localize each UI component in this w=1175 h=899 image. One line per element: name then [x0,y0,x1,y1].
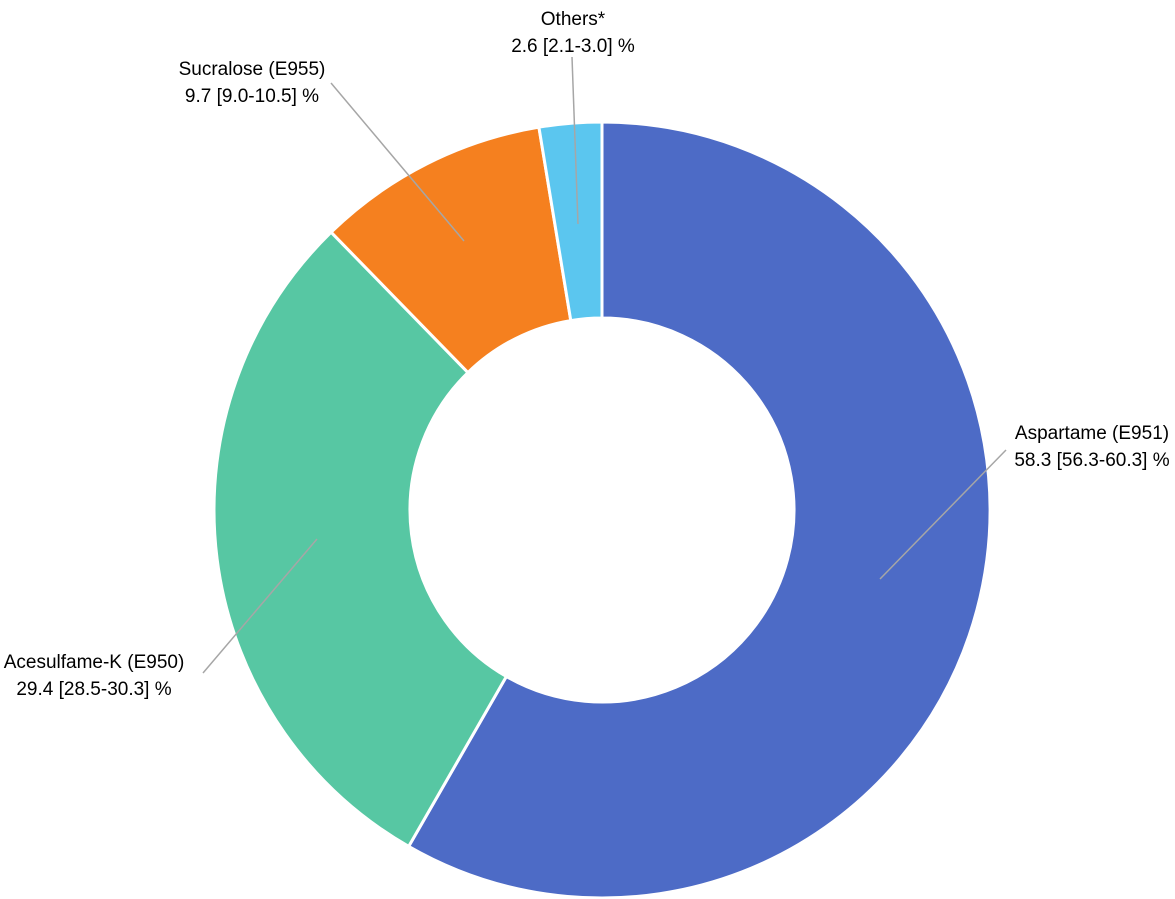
leader-sucralose [330,82,465,242]
callout-others: Others* 2.6 [2.1-3.0] % [488,6,658,60]
slice-value: 58.3 [56.3-60.3] % [1014,450,1170,471]
pie-slice-others [537,120,604,323]
slice-value: 2.6 [2.1-3.0] % [511,36,635,57]
callout-acesulfame-k: Acesulfame-K (E950) 29.4 [28.5-30.3] % [0,649,188,703]
pie-slice-acesulfame-k-e950 [212,230,508,848]
leader-others [571,56,579,225]
slice-label: Others* [540,9,606,30]
slice-label: Acesulfame-K (E950) [3,652,185,673]
slice-value: 9.7 [9.0-10.5] % [184,86,320,107]
leader-aspartame [879,449,1007,580]
callout-sucralose: Sucralose (E955) 9.7 [9.0-10.5] % [166,56,338,110]
leader-acesulfame [202,538,318,674]
slice-label: Aspartame (E951) [1014,423,1170,444]
slice-label: Sucralose (E955) [178,59,326,80]
callout-aspartame: Aspartame (E951) 58.3 [56.3-60.3] % [1010,420,1174,474]
slice-value: 29.4 [28.5-30.3] % [16,679,172,700]
pie-slice-aspartame-e951 [407,120,992,899]
